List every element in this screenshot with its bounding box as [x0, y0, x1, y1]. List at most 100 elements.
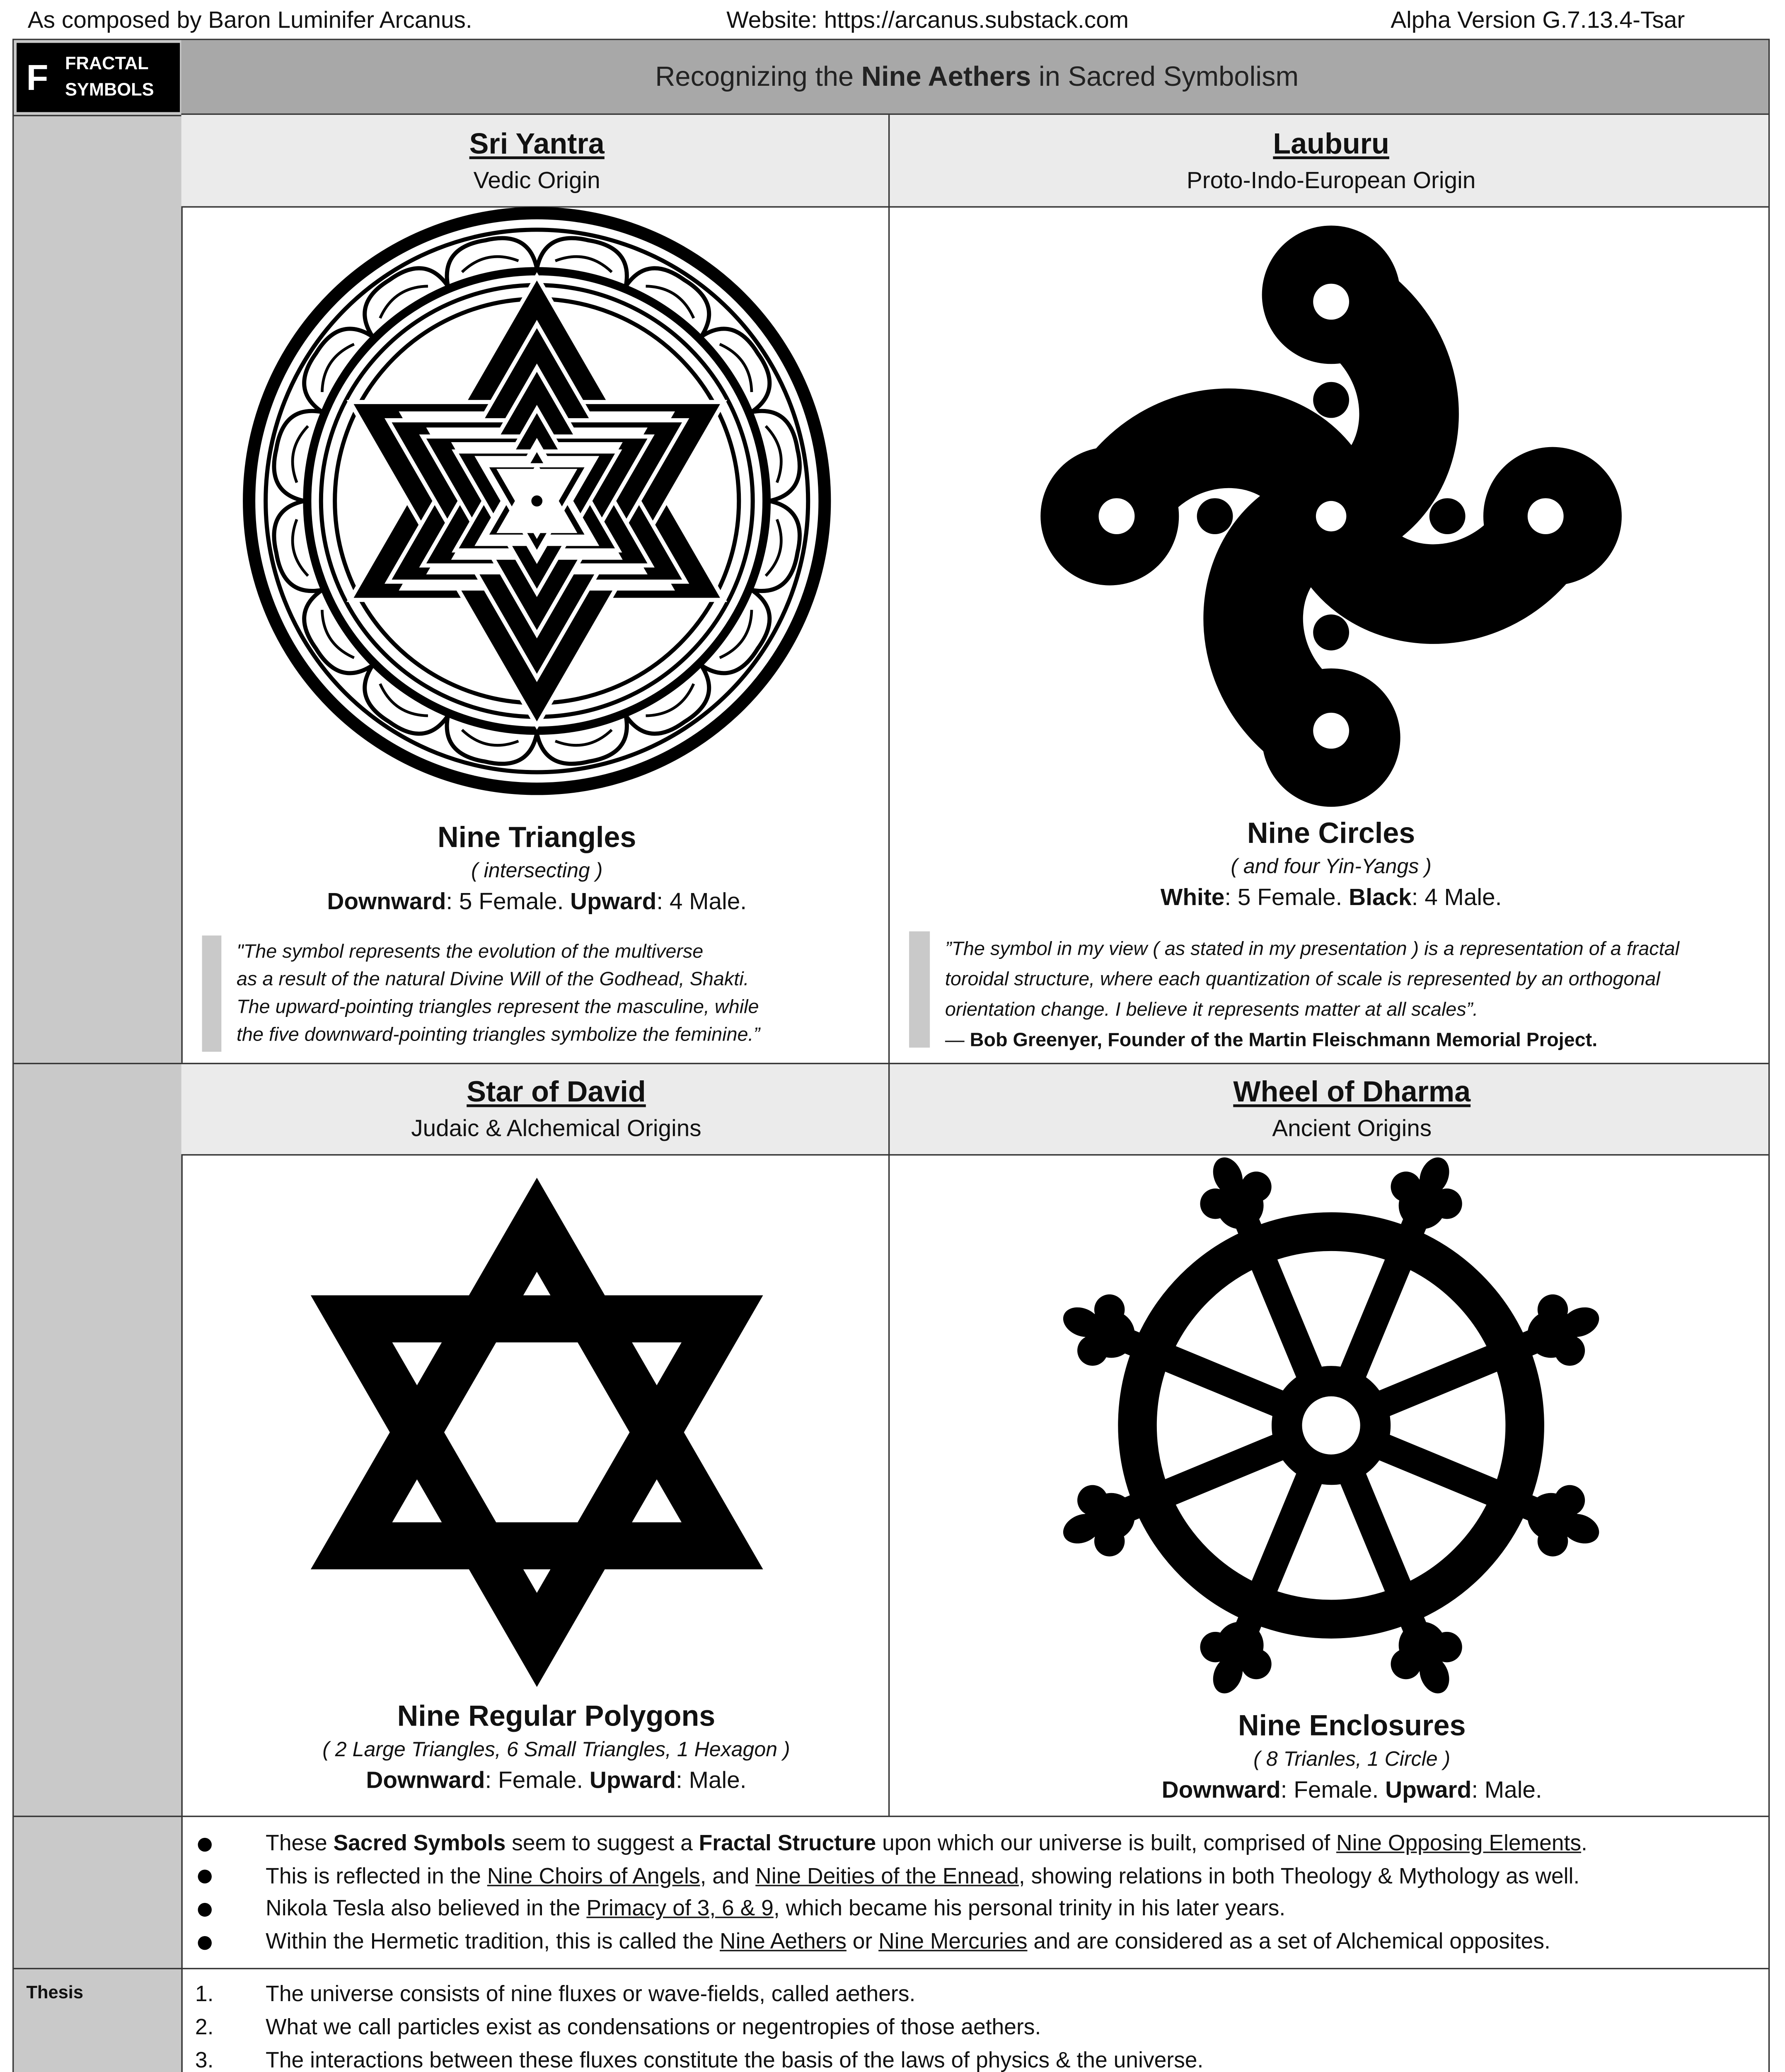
- text-run: Nine Aethers: [861, 62, 1031, 93]
- text-run: : 5 Female.: [1224, 884, 1349, 911]
- text-run: or: [846, 1930, 879, 1954]
- text-run: Recognizing the: [655, 62, 861, 93]
- thesis-text: The interactions between these fluxes co…: [266, 2049, 1204, 2072]
- symbol-origin: Judaic & Alchemical Origins: [411, 1115, 701, 1142]
- symbol-name: Wheel of Dharma: [1233, 1077, 1471, 1109]
- rule: [14, 1815, 1768, 1817]
- text-run: , showing relations in both Theology & M…: [1018, 1865, 1580, 1889]
- text-run: : Male.: [676, 1767, 747, 1794]
- text-run: Nine Mercuries: [878, 1930, 1028, 1954]
- website: Website: https://arcanus.substack.com: [726, 7, 1129, 34]
- frame: [12, 39, 1770, 2072]
- section-label: FRACTAL SYMBOLS: [65, 52, 154, 100]
- symbol-origin: Vedic Origin: [473, 167, 600, 194]
- left-column: [14, 40, 183, 2072]
- text-run: .: [1581, 1832, 1587, 1856]
- note: These Sacred Symbols seem to suggest a F…: [266, 1830, 1587, 1860]
- row-header: [181, 1063, 1768, 1156]
- symbol-subcaption: ( 2 Large Triangles, 6 Small Triangles, …: [322, 1738, 790, 1762]
- bullets: [198, 1837, 212, 1950]
- text-run: , which became his personal trinity in h…: [773, 1898, 1286, 1922]
- rule: [14, 115, 183, 116]
- title-bar: [181, 40, 1768, 115]
- wheel-of-dharma: [1063, 1157, 1599, 1694]
- lauburu: [1040, 225, 1622, 807]
- text-run: in Sacred Symbolism: [1031, 62, 1299, 93]
- symbol-origin: Proto-Indo-European Origin: [1186, 167, 1476, 194]
- quote-line: "The symbol represents the evolution of …: [237, 939, 704, 962]
- section-letter: F: [26, 56, 48, 99]
- symbol-caption: Nine Regular Polygons: [397, 1701, 716, 1733]
- text-run: : 4 Male.: [656, 888, 747, 915]
- version: Alpha Version G.7.13.4-Tsar: [1391, 7, 1685, 34]
- text-run: , and: [700, 1865, 756, 1889]
- text-run: Nine Deities of the Ennead: [755, 1865, 1019, 1889]
- text-run: Nine Choirs of Angels: [487, 1865, 700, 1889]
- symbol-subcaption: ( and four Yin-Yangs ): [1231, 855, 1432, 879]
- rule: [14, 1968, 1768, 1970]
- symbol-details: Downward: 5 Female. Upward: 4 Male.: [327, 887, 747, 917]
- quote-line: The upward-pointing triangles represent …: [237, 995, 759, 1017]
- text-run: Within the Hermetic tradition, this is c…: [266, 1930, 720, 1954]
- note: Nikola Tesla also believed in the Primac…: [266, 1895, 1285, 1925]
- text-run: Downward: [366, 1767, 485, 1794]
- thesis-number: 1.: [195, 1983, 214, 2007]
- text-run: : Female.: [1280, 1777, 1386, 1803]
- text-run: Downward: [1161, 1777, 1281, 1803]
- quote-line: as a result of the natural Divine Will o…: [237, 967, 749, 990]
- quote-line: ”The symbol in my view ( as stated in my…: [945, 937, 1680, 959]
- text-run: Nine Opposing Elements: [1336, 1832, 1582, 1856]
- symbol-name: Star of David: [467, 1077, 646, 1109]
- thesis-text: What we call particles exist as condensa…: [266, 2016, 1041, 2040]
- quote-line: orientation change. I believe it represe…: [945, 997, 1478, 1020]
- text-run: and are considered as a set of Alchemica…: [1027, 1930, 1550, 1954]
- star-of-david: [310, 1177, 763, 1687]
- text-run: White: [1160, 884, 1225, 911]
- text-run: Fractal Structure: [699, 1832, 876, 1856]
- text-run: : 5 Female.: [446, 888, 571, 915]
- quote-bar: [202, 935, 222, 1052]
- title: Recognizing the Nine Aethers in Sacred S…: [655, 62, 1299, 92]
- author: As composed by Baron Luminifer Arcanus.: [27, 7, 472, 34]
- text-run: Upward: [589, 1767, 676, 1794]
- symbol-caption: Nine Triangles: [438, 822, 636, 854]
- text-run: : 4 Male.: [1411, 884, 1502, 911]
- symbol-origin: Ancient Origins: [1272, 1115, 1432, 1142]
- section-tag: [17, 43, 180, 112]
- text-run: —: [945, 1028, 970, 1051]
- symbol-name: Sri Yantra: [469, 128, 605, 161]
- thesis-number: 2.: [195, 2016, 214, 2040]
- thesis-text: The universe consists of nine fluxes or …: [266, 1983, 916, 2007]
- thesis-label: Thesis: [26, 1982, 83, 2003]
- symbol-subcaption: ( intersecting ): [471, 859, 603, 883]
- text-run: Bob Greenyer, Founder of the Martin Flei…: [970, 1028, 1598, 1051]
- text-run: Primacy of 3, 6 & 9: [586, 1898, 774, 1922]
- quote-bar: [909, 931, 930, 1048]
- column-rule: [888, 115, 890, 1816]
- text-run: seem to suggest a: [506, 1832, 699, 1856]
- thesis-number: 3.: [195, 2049, 214, 2072]
- text-run: : Female.: [485, 1767, 590, 1794]
- symbol-details: Downward: Female. Upward: Male.: [366, 1766, 746, 1796]
- text-run: These: [266, 1832, 334, 1856]
- text-run: Nine Aethers: [720, 1930, 847, 1954]
- text-run: Black: [1349, 884, 1412, 911]
- text-run: This is reflected in the: [266, 1865, 487, 1889]
- text-run: Upward: [570, 888, 657, 915]
- text-run: Sacred Symbols: [333, 1832, 506, 1856]
- symbol-details: Downward: Female. Upward: Male.: [1162, 1776, 1542, 1806]
- text-run: upon which our universe is built, compri…: [876, 1832, 1337, 1856]
- symbol-caption: Nine Enclosures: [1238, 1710, 1466, 1743]
- symbol-name: Lauburu: [1273, 128, 1389, 161]
- quote-line: toroidal structure, where each quantizat…: [945, 967, 1660, 990]
- text-run: Upward: [1385, 1777, 1472, 1803]
- note: This is reflected in the Nine Choirs of …: [266, 1862, 1579, 1893]
- quote-line: the five downward-pointing triangles sym…: [237, 1022, 760, 1045]
- row-header: [181, 115, 1768, 208]
- symbol-caption: Nine Circles: [1247, 818, 1415, 850]
- text-run: : Male.: [1471, 1777, 1542, 1803]
- text-run: Downward: [327, 888, 446, 915]
- sri-yantra: [243, 207, 831, 795]
